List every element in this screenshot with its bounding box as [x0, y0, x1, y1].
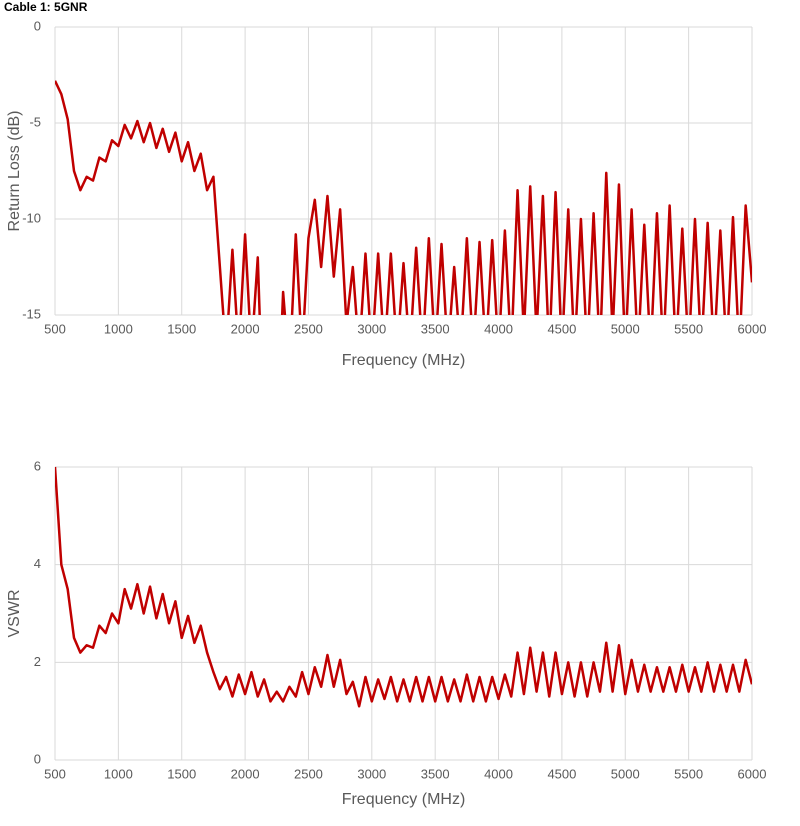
series-line	[55, 80, 752, 315]
x-tick-label: 3000	[357, 766, 386, 781]
x-tick-label: 5000	[611, 321, 640, 336]
y-tick-label: 0	[34, 751, 41, 766]
chart-title: Cable 1: 5GNR	[4, 0, 88, 14]
y-tick-label: -10	[22, 210, 41, 225]
x-tick-label: 4000	[484, 321, 513, 336]
x-tick-label: 5500	[674, 321, 703, 336]
series-line	[55, 466, 752, 708]
y-axis-title: VSWR	[6, 590, 23, 638]
x-axis-title: Frequency (MHz)	[342, 352, 466, 369]
x-tick-label: 4500	[547, 321, 576, 336]
x-tick-label: 3500	[421, 321, 450, 336]
x-tick-label: 5000	[611, 766, 640, 781]
x-axis-title: Frequency (MHz)	[342, 791, 466, 808]
x-tick-label: 500	[44, 766, 66, 781]
x-tick-label: 500	[44, 321, 66, 336]
y-tick-label: 4	[34, 556, 41, 571]
x-tick-label: 4500	[547, 766, 576, 781]
x-tick-label: 1500	[167, 321, 196, 336]
x-tick-label: 3000	[357, 321, 386, 336]
x-tick-label: 2500	[294, 321, 323, 336]
x-tick-label: 2500	[294, 766, 323, 781]
x-tick-label: 3500	[421, 766, 450, 781]
y-tick-label: 6	[34, 458, 41, 473]
x-tick-label: 2000	[231, 766, 260, 781]
x-tick-label: 4000	[484, 766, 513, 781]
x-tick-label: 5500	[674, 766, 703, 781]
y-tick-label: -5	[29, 114, 41, 129]
y-tick-label: 0	[34, 18, 41, 33]
x-tick-label: 6000	[738, 321, 767, 336]
y-tick-label: 2	[34, 654, 41, 669]
x-tick-label: 1500	[167, 766, 196, 781]
x-tick-label: 1000	[104, 321, 133, 336]
x-tick-label: 1000	[104, 766, 133, 781]
x-tick-label: 6000	[738, 766, 767, 781]
y-axis-title: Return Loss (dB)	[6, 111, 23, 232]
x-tick-label: 2000	[231, 321, 260, 336]
y-tick-label: -15	[22, 306, 41, 321]
